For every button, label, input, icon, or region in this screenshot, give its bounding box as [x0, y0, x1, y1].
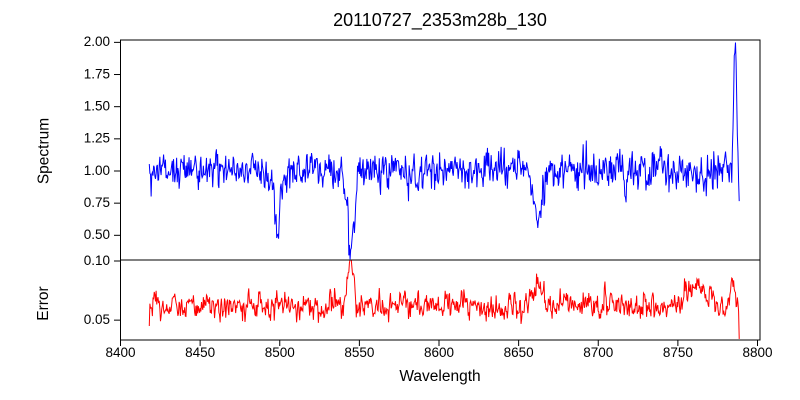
svg-text:2.00: 2.00 [84, 34, 110, 49]
svg-text:8700: 8700 [583, 345, 613, 360]
svg-text:8650: 8650 [504, 345, 534, 360]
svg-text:Wavelength: Wavelength [399, 368, 480, 385]
svg-text:1.25: 1.25 [84, 131, 110, 146]
svg-text:8550: 8550 [344, 345, 374, 360]
svg-text:0.75: 0.75 [84, 195, 110, 210]
svg-text:20110727_2353m28b_130: 20110727_2353m28b_130 [333, 10, 547, 31]
svg-text:0.05: 0.05 [84, 312, 110, 327]
svg-text:8500: 8500 [265, 345, 295, 360]
svg-text:0.10: 0.10 [84, 253, 110, 268]
svg-text:1.00: 1.00 [84, 163, 110, 178]
svg-text:1.50: 1.50 [84, 99, 110, 114]
svg-text:8600: 8600 [424, 345, 454, 360]
svg-text:Spectrum: Spectrum [36, 118, 53, 184]
svg-text:8400: 8400 [105, 345, 135, 360]
svg-text:8450: 8450 [185, 345, 215, 360]
svg-text:8750: 8750 [663, 345, 693, 360]
svg-text:1.75: 1.75 [84, 66, 110, 81]
svg-text:0.50: 0.50 [84, 227, 110, 242]
svg-text:8800: 8800 [742, 345, 772, 360]
svg-text:Error: Error [35, 286, 52, 320]
